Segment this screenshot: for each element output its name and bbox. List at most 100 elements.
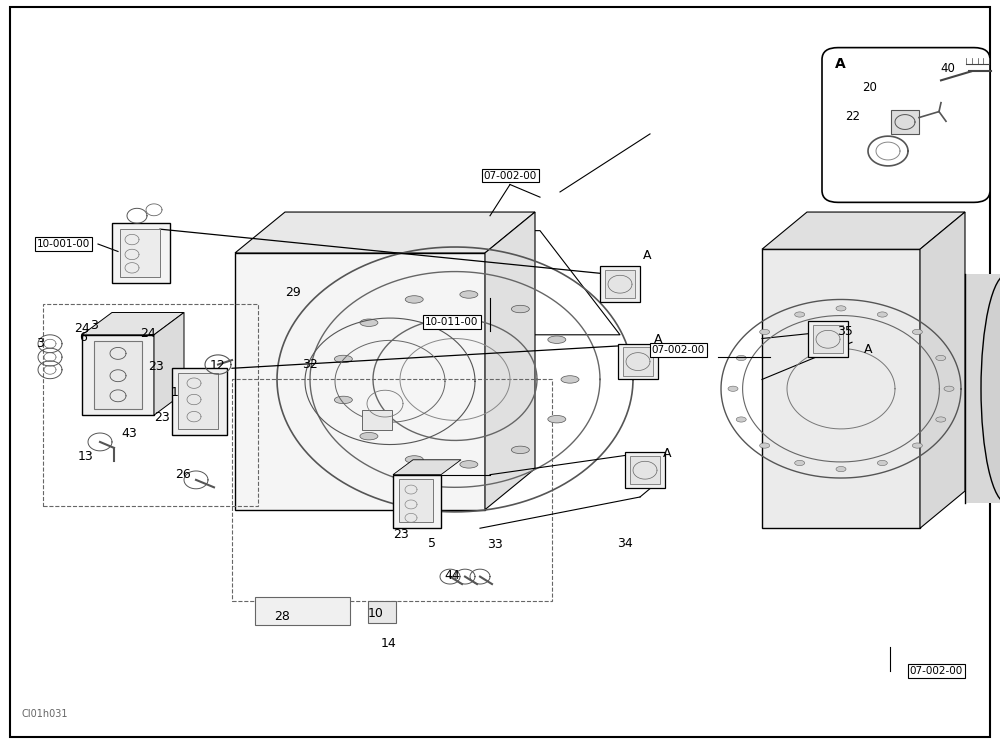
Ellipse shape xyxy=(460,291,478,298)
Text: 23: 23 xyxy=(154,411,170,424)
Text: 3: 3 xyxy=(90,319,98,333)
Ellipse shape xyxy=(736,417,746,422)
Ellipse shape xyxy=(912,330,922,335)
Polygon shape xyxy=(235,212,535,253)
Bar xyxy=(891,110,919,134)
Bar xyxy=(965,275,1000,503)
Ellipse shape xyxy=(405,456,423,464)
Bar xyxy=(368,601,396,623)
Text: 35: 35 xyxy=(837,324,853,338)
Ellipse shape xyxy=(360,432,378,440)
Bar xyxy=(393,475,441,528)
Ellipse shape xyxy=(795,461,805,466)
Bar xyxy=(82,335,154,415)
Ellipse shape xyxy=(877,461,887,466)
Ellipse shape xyxy=(760,330,770,335)
Text: 22: 22 xyxy=(845,109,860,123)
Ellipse shape xyxy=(548,336,566,344)
Text: 44: 44 xyxy=(444,569,460,583)
Bar xyxy=(623,347,653,376)
Bar xyxy=(808,321,848,357)
Text: 29: 29 xyxy=(285,286,301,299)
Bar xyxy=(362,409,392,430)
Ellipse shape xyxy=(760,443,770,448)
Text: 12: 12 xyxy=(210,359,226,372)
Ellipse shape xyxy=(936,356,946,361)
Text: 07-002-00: 07-002-00 xyxy=(483,170,537,181)
Bar xyxy=(120,229,160,277)
Text: 3: 3 xyxy=(36,337,44,350)
Ellipse shape xyxy=(511,446,529,454)
Ellipse shape xyxy=(460,461,478,468)
Polygon shape xyxy=(154,312,184,415)
Text: 26: 26 xyxy=(175,468,191,481)
Text: A: A xyxy=(835,57,846,71)
Ellipse shape xyxy=(548,415,566,423)
Text: 24: 24 xyxy=(140,327,156,340)
Text: A: A xyxy=(654,333,662,346)
Bar xyxy=(600,266,640,302)
Text: 33: 33 xyxy=(487,538,503,551)
Text: 10-011-00: 10-011-00 xyxy=(425,317,479,327)
Bar xyxy=(762,249,920,528)
Text: 07-002-00: 07-002-00 xyxy=(651,344,705,355)
Text: 23: 23 xyxy=(393,527,409,541)
Text: 43: 43 xyxy=(121,426,137,440)
Polygon shape xyxy=(393,460,461,475)
Text: A: A xyxy=(663,447,671,461)
Ellipse shape xyxy=(912,443,922,448)
Bar xyxy=(630,456,660,484)
Polygon shape xyxy=(920,212,965,528)
Polygon shape xyxy=(485,212,535,510)
Text: 5: 5 xyxy=(428,536,436,550)
Text: 13: 13 xyxy=(78,450,94,464)
Text: 34: 34 xyxy=(617,536,633,550)
Text: 07-002-00: 07-002-00 xyxy=(909,666,963,676)
Bar xyxy=(43,304,258,506)
Bar xyxy=(813,325,843,353)
Bar xyxy=(178,373,218,429)
Ellipse shape xyxy=(511,305,529,312)
Polygon shape xyxy=(82,312,184,335)
Text: A: A xyxy=(643,248,651,262)
Ellipse shape xyxy=(405,295,423,303)
Text: 10-001-00: 10-001-00 xyxy=(36,239,90,249)
Ellipse shape xyxy=(836,306,846,311)
Text: 1: 1 xyxy=(171,385,179,399)
Ellipse shape xyxy=(936,417,946,422)
Ellipse shape xyxy=(836,466,846,472)
Text: 20: 20 xyxy=(862,81,877,94)
Ellipse shape xyxy=(561,376,579,383)
FancyBboxPatch shape xyxy=(822,48,990,202)
Bar xyxy=(94,341,142,409)
Bar xyxy=(618,344,658,379)
Text: CI01h031: CI01h031 xyxy=(22,709,68,719)
Ellipse shape xyxy=(334,397,352,404)
Bar xyxy=(255,597,350,625)
Ellipse shape xyxy=(728,386,738,391)
Polygon shape xyxy=(762,212,965,249)
Text: 10: 10 xyxy=(368,606,384,620)
Text: 24: 24 xyxy=(74,321,90,335)
Bar xyxy=(605,270,635,298)
Ellipse shape xyxy=(795,312,805,317)
Bar xyxy=(232,379,552,601)
Text: 23: 23 xyxy=(148,359,164,373)
Text: 40: 40 xyxy=(940,62,955,75)
Ellipse shape xyxy=(944,386,954,391)
Text: A: A xyxy=(864,343,872,356)
Ellipse shape xyxy=(981,275,1000,503)
Text: 32: 32 xyxy=(302,358,318,371)
Ellipse shape xyxy=(736,356,746,361)
Ellipse shape xyxy=(334,355,352,362)
Ellipse shape xyxy=(360,319,378,327)
Bar xyxy=(625,452,665,488)
Bar xyxy=(112,223,170,283)
Text: 6: 6 xyxy=(79,331,87,344)
Ellipse shape xyxy=(877,312,887,317)
Bar xyxy=(399,479,433,522)
Bar xyxy=(172,368,227,435)
Bar xyxy=(235,253,485,510)
Text: 14: 14 xyxy=(381,637,397,650)
Text: 28: 28 xyxy=(274,609,290,623)
